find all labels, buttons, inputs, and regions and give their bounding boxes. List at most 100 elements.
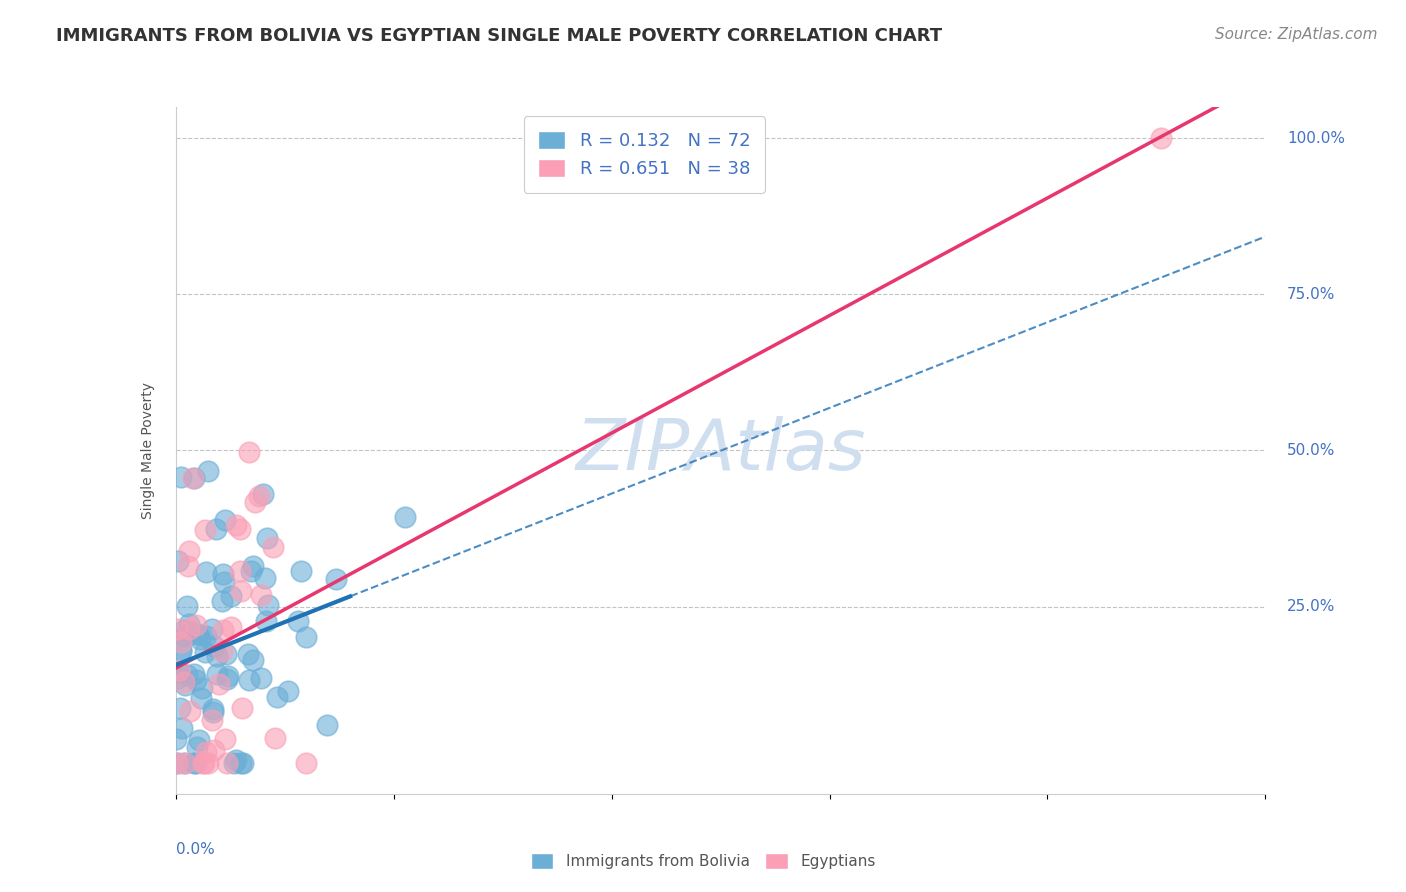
- Legend: Immigrants from Bolivia, Egyptians: Immigrants from Bolivia, Egyptians: [524, 847, 882, 875]
- Point: [184, 756, 207, 770]
- Point: [264, 731, 287, 746]
- Point: [250, 671, 273, 685]
- Point: [180, 625, 202, 640]
- Point: [214, 513, 236, 527]
- Point: [394, 510, 416, 524]
- Point: [169, 700, 191, 714]
- Point: [201, 622, 224, 636]
- Point: [187, 732, 209, 747]
- Point: [166, 756, 188, 770]
- Text: IMMIGRANTS FROM BOLIVIA VS EGYPTIAN SINGLE MALE POVERTY CORRELATION CHART: IMMIGRANTS FROM BOLIVIA VS EGYPTIAN SING…: [56, 27, 942, 45]
- Point: [225, 752, 247, 766]
- Point: [229, 522, 252, 536]
- Point: [208, 677, 231, 691]
- Legend: R = 0.132   N = 72, R = 0.651   N = 38: R = 0.132 N = 72, R = 0.651 N = 38: [524, 116, 765, 193]
- Point: [229, 583, 252, 598]
- Point: [179, 704, 201, 718]
- Y-axis label: Single Male Poverty: Single Male Poverty: [141, 382, 155, 519]
- Point: [169, 470, 191, 484]
- Point: [245, 494, 267, 508]
- Point: [174, 756, 197, 770]
- Point: [184, 626, 207, 640]
- Point: [166, 622, 188, 636]
- Point: [277, 683, 299, 698]
- Point: [191, 681, 214, 695]
- Point: [202, 705, 225, 719]
- Point: [166, 756, 188, 770]
- Text: ZIPAtlas: ZIPAtlas: [575, 416, 866, 485]
- Point: [254, 571, 277, 585]
- Point: [212, 567, 235, 582]
- Point: [211, 624, 233, 638]
- Text: 0.0%: 0.0%: [176, 842, 215, 857]
- Point: [219, 589, 242, 603]
- Point: [290, 565, 312, 579]
- Point: [187, 627, 209, 641]
- Point: [217, 672, 239, 686]
- Point: [202, 743, 225, 757]
- Point: [238, 445, 260, 459]
- Point: [256, 531, 278, 545]
- Point: [179, 622, 201, 636]
- Point: [295, 630, 318, 644]
- Text: 25.0%: 25.0%: [1288, 599, 1336, 614]
- Point: [191, 756, 214, 770]
- Point: [174, 678, 197, 692]
- Point: [177, 616, 200, 631]
- Point: [186, 673, 208, 687]
- Point: [224, 756, 246, 770]
- Point: [172, 721, 194, 735]
- Point: [204, 522, 226, 536]
- Point: [170, 644, 193, 658]
- Point: [183, 471, 205, 485]
- Point: [215, 756, 238, 770]
- Point: [231, 701, 253, 715]
- Text: 50.0%: 50.0%: [1288, 443, 1336, 458]
- Point: [242, 559, 264, 574]
- Point: [207, 666, 229, 681]
- Point: [229, 564, 252, 578]
- Point: [239, 564, 262, 578]
- Point: [249, 588, 271, 602]
- Point: [167, 665, 190, 679]
- Point: [176, 599, 198, 613]
- Text: Source: ZipAtlas.com: Source: ZipAtlas.com: [1215, 27, 1378, 42]
- Point: [193, 756, 215, 770]
- Point: [232, 756, 254, 770]
- Point: [183, 666, 205, 681]
- Point: [173, 623, 195, 637]
- Point: [252, 487, 274, 501]
- Point: [295, 756, 318, 770]
- Point: [165, 731, 187, 746]
- Point: [214, 731, 236, 746]
- Point: [225, 518, 247, 533]
- Point: [236, 647, 259, 661]
- Point: [166, 671, 188, 685]
- Point: [212, 575, 235, 590]
- Point: [219, 619, 242, 633]
- Point: [170, 642, 193, 657]
- Point: [167, 663, 190, 677]
- Point: [211, 644, 233, 658]
- Point: [176, 558, 198, 573]
- Point: [173, 756, 195, 770]
- Point: [194, 745, 217, 759]
- Point: [242, 653, 264, 667]
- Point: [194, 629, 217, 643]
- Point: [238, 673, 260, 687]
- Point: [186, 740, 208, 755]
- Point: [174, 629, 197, 643]
- Point: [173, 674, 195, 689]
- Point: [325, 572, 347, 586]
- Point: [254, 614, 277, 628]
- Point: [215, 648, 238, 662]
- Point: [287, 614, 309, 628]
- Point: [202, 639, 225, 653]
- Text: 75.0%: 75.0%: [1288, 287, 1336, 301]
- Point: [186, 618, 208, 632]
- Point: [247, 489, 270, 503]
- Point: [201, 713, 224, 727]
- Point: [197, 464, 219, 478]
- Point: [315, 718, 337, 732]
- Point: [217, 669, 239, 683]
